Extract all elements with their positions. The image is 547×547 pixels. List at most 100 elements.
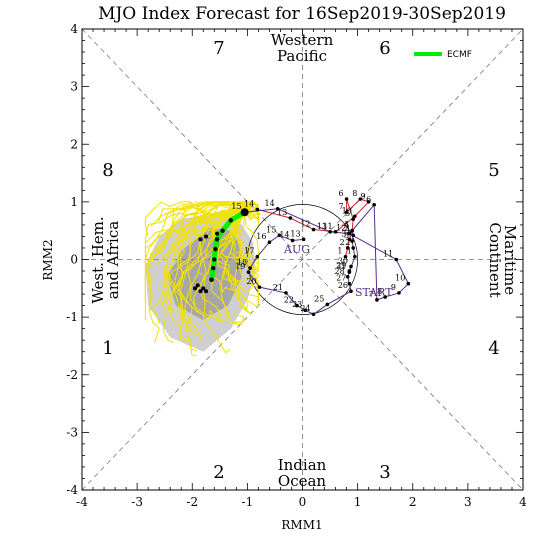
observed-day-label: 10	[342, 206, 352, 215]
observed-day-label: 11	[322, 222, 332, 231]
observed-day-label: 20	[246, 277, 256, 286]
observed-day-label: 4	[344, 221, 349, 230]
observed-day-label: 27	[336, 274, 346, 283]
ensemble-end-point	[215, 231, 220, 236]
observed-day-label: 13	[277, 208, 287, 217]
observed-day-point	[328, 230, 332, 234]
ensemble-end-points	[193, 231, 220, 294]
observed-day-point	[350, 228, 354, 233]
ensemble-mean-point	[214, 237, 220, 242]
observed-day-label: 29	[336, 261, 346, 270]
observed-day-label: 1	[337, 247, 342, 256]
observed-day-label: 5	[344, 221, 349, 230]
observed-day-label: 2	[340, 238, 345, 247]
ensemble-end-point	[198, 237, 203, 242]
observed-day-label: 11	[383, 250, 393, 259]
chart-title: MJO Index Forecast for 16Sep2019-30Sep20…	[98, 4, 506, 24]
ensemble-member-line	[236, 211, 260, 277]
observed-day-label: 12	[300, 220, 310, 229]
ensemble-member-line	[164, 202, 245, 313]
y-tick-labels: -4 -3 -2 -1 0 1 2 3 4	[66, 22, 78, 497]
observed-day-label: 17	[244, 247, 254, 256]
ensemble-mean-points	[209, 208, 249, 282]
ensemble-member-line	[215, 212, 258, 291]
ensemble-member-line	[223, 212, 249, 310]
observed-day-point	[353, 214, 357, 219]
phase-number-7: 7	[213, 38, 224, 59]
region-westhem-line2: and Africa	[104, 221, 122, 299]
observed-day-label: 2	[345, 238, 350, 247]
observed-day-point	[344, 210, 349, 215]
ensemble-member-line	[183, 211, 245, 335]
observed-day-point	[394, 257, 399, 262]
observed-day-point	[284, 291, 288, 295]
y-tick-label: 1	[70, 195, 78, 209]
legend-label-ecmf: ECMF	[447, 50, 472, 60]
y-tick-label: -1	[66, 310, 78, 324]
ensemble-end-point	[193, 286, 198, 291]
observed-day-label: 25	[314, 294, 324, 303]
observed-day-point	[255, 207, 260, 212]
observed-day-point	[277, 233, 282, 238]
region-maritime-line2: Continent	[486, 222, 504, 297]
observed-day-label: 7	[339, 202, 344, 211]
observed-day-label: 7	[369, 290, 374, 299]
y-tick-label: -4	[66, 483, 78, 497]
ensemble-mean-point	[240, 208, 249, 217]
observed-day-label: 15	[231, 202, 241, 211]
observed-day-point	[351, 233, 356, 238]
x-tick-label: 2	[409, 495, 417, 509]
observed-day-label: 9	[361, 192, 366, 201]
observed-path-sep	[244, 203, 409, 315]
ensemble-end-point	[195, 283, 200, 288]
y-tick-label: 4	[70, 22, 78, 36]
observed-day-label: 14	[244, 199, 254, 208]
phase-number-1: 1	[102, 338, 113, 359]
observed-day-point	[267, 240, 272, 245]
phase-number-3: 3	[379, 462, 390, 483]
observed-day-label: 22	[284, 296, 294, 305]
observed-day-label: 6	[339, 189, 344, 198]
x-tick-label: 0	[299, 495, 307, 509]
observed-day-label: 5	[345, 209, 350, 218]
phase-number-2: 2	[213, 462, 224, 483]
observed-day-point	[349, 264, 353, 269]
ensemble-mean-point	[220, 228, 225, 233]
observed-day-point	[290, 238, 295, 243]
x-tick-label: -4	[76, 495, 88, 509]
axis-ticks	[81, 28, 524, 491]
legend: ECMF	[414, 50, 472, 60]
observed-day-point	[351, 246, 356, 250]
region-western-pacific-line2: Pacific	[277, 47, 327, 65]
ensemble-mean-point	[212, 257, 217, 262]
ensemble-member-line	[163, 201, 253, 301]
observed-day-point	[301, 237, 306, 242]
observed-day-point	[345, 246, 350, 250]
y-tick-label: 0	[70, 253, 78, 267]
observed-day-label: 21	[273, 283, 283, 292]
observed-day-label: 6	[366, 195, 371, 204]
observed-day-point	[246, 270, 251, 274]
observed-day-label: 26	[338, 281, 348, 290]
observed-day-point	[347, 231, 352, 236]
x-tick-label: -2	[186, 495, 198, 509]
observed-day-label: 15	[266, 225, 276, 234]
observed-day-point	[288, 216, 293, 220]
observed-day-label: 3	[344, 231, 349, 240]
ensemble-end-point	[201, 286, 206, 291]
phase-divider-lines	[81, 28, 524, 491]
observed-day-point	[345, 274, 350, 279]
region-maritime-line1: Maritime	[501, 225, 519, 295]
observed-day-point	[343, 254, 348, 259]
y-tick-label: -2	[66, 368, 78, 382]
ensemble-member-line	[232, 211, 252, 315]
observed-day-point	[311, 312, 316, 317]
observed-day-label: 16	[256, 232, 266, 241]
observed-day-label: 14	[265, 199, 275, 208]
start-label: START	[355, 286, 393, 299]
ensemble-member-line	[225, 211, 259, 271]
phase-number-8: 8	[102, 160, 113, 181]
x-tick-label: 4	[519, 495, 527, 509]
observed-day-point	[350, 239, 354, 243]
